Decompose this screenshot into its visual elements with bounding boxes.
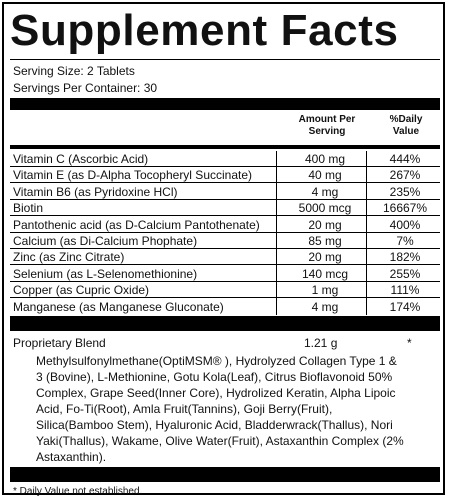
blend-daily-value: * <box>407 336 412 350</box>
dv-header-line1: %Daily <box>389 114 423 125</box>
header-thick-bar <box>10 98 440 110</box>
amount-per-serving-header: Amount Per Serving <box>272 114 382 138</box>
row-divider <box>10 231 440 233</box>
nutrient-row: Vitamin C (Ascorbic Acid) 400 mg 444% <box>10 151 440 167</box>
nutrient-name: Pantothenic acid (as D-Calcium Pantothen… <box>13 217 260 232</box>
nutrient-row: Selenium (as L-Selenomethionine) 140 mcg 2… <box>10 266 440 282</box>
nutrient-daily-value: 182% <box>389 250 421 265</box>
nutrient-amount: 20 mg <box>308 217 342 232</box>
nutrient-row: Vitamin E (as D-Alpha Tocopheryl Succina… <box>10 167 440 184</box>
nutrient-row: Copper (as Cupric Oxide) 1 mg 111% <box>10 282 440 299</box>
nutrient-daily-value: 267% <box>389 168 421 183</box>
nutrient-amount: 20 mg <box>308 250 342 265</box>
row-divider <box>10 280 440 282</box>
blend-amount: 1.21 g <box>304 336 338 350</box>
nutrient-amount: 1 mg <box>311 283 339 298</box>
title-rule <box>10 59 440 60</box>
blend-thick-bar <box>10 316 440 331</box>
serving-size: Serving Size: 2 Tablets <box>13 64 135 78</box>
nutrient-name: Vitamin E (as D-Alpha Tocopheryl Succina… <box>13 168 253 183</box>
nutrient-daily-value: 7% <box>396 234 414 248</box>
nutrient-name: Zinc (as Zinc Citrate) <box>13 250 125 265</box>
nutrient-row: Zinc (as Zinc Citrate) 20 mg 182% <box>10 249 440 266</box>
nutrient-amount: 5000 mcg <box>298 201 352 216</box>
amount-header-line1: Amount Per <box>298 114 356 125</box>
nutrient-row: Biotin 5000 mcg 16667% <box>10 200 440 217</box>
footer-thick-bar <box>10 467 440 482</box>
panel-title: Supplement Facts <box>10 6 399 55</box>
blend-name: Proprietary Blend <box>13 336 106 350</box>
nutrient-name: Manganese (as Manganese Gluconate) <box>13 299 224 314</box>
row-divider <box>10 198 440 200</box>
row-divider <box>10 264 440 266</box>
nutrient-name: Vitamin B6 (as Pyridoxine HCl) <box>13 184 178 199</box>
nutrient-daily-value: 174% <box>389 299 421 314</box>
supplement-facts-panel: Supplement Facts Serving Size: 2 Tablets… <box>2 2 445 497</box>
dv-header-line2: Value <box>392 126 420 137</box>
row-divider <box>10 248 440 249</box>
daily-value-header: %Daily Value <box>371 114 441 138</box>
dv-column-divider <box>366 151 367 315</box>
nutrient-amount: 85 mg <box>308 234 342 248</box>
nutrient-daily-value: 16667% <box>382 201 428 216</box>
nutrient-row: Vitamin B6 (as Pyridoxine HCl) 4 mg 235% <box>10 184 440 200</box>
amount-header-line2: Serving <box>308 126 346 137</box>
row-divider <box>10 215 440 217</box>
nutrient-name: Vitamin C (Ascorbic Acid) <box>13 152 149 166</box>
row-divider <box>10 182 440 184</box>
nutrient-name: Copper (as Cupric Oxide) <box>13 283 150 298</box>
amount-column-divider <box>276 151 277 315</box>
nutrient-name: Calcium (as Di-Calcium Phophate) <box>13 234 198 248</box>
nutrient-name: Selenium (as L-Selenomethionine) <box>13 266 198 281</box>
nutrient-daily-value: 235% <box>389 184 421 199</box>
nutrient-daily-value: 255% <box>389 266 421 281</box>
column-header-bar <box>10 145 440 149</box>
nutrient-daily-value: 111% <box>390 283 420 298</box>
nutrient-amount: 140 mcg <box>301 266 349 281</box>
blend-ingredients: Methylsulfonylmethane(OptiMSM® ), Hydrol… <box>36 354 404 464</box>
nutrient-amount: 4 mg <box>311 184 339 199</box>
footnote: * Daily Value not established. <box>13 486 143 497</box>
nutrient-amount: 40 mg <box>308 168 342 183</box>
row-divider <box>10 297 440 299</box>
nutrient-daily-value: 400% <box>389 217 421 232</box>
row-divider <box>10 166 440 167</box>
nutrient-daily-value: 444% <box>389 152 421 166</box>
nutrient-amount: 400 mg <box>304 152 346 166</box>
nutrient-amount: 4 mg <box>311 299 339 314</box>
servings-per-container: Servings Per Container: 30 <box>13 81 158 95</box>
nutrient-name: Biotin <box>13 201 44 216</box>
nutrient-row: Calcium (as Di-Calcium Phophate) 85 mg 7% <box>10 233 440 249</box>
nutrient-row: Pantothenic acid (as D-Calcium Pantothen… <box>10 217 440 233</box>
nutrient-row: Manganese (as Manganese Gluconate) 4 mg 17… <box>10 299 440 315</box>
